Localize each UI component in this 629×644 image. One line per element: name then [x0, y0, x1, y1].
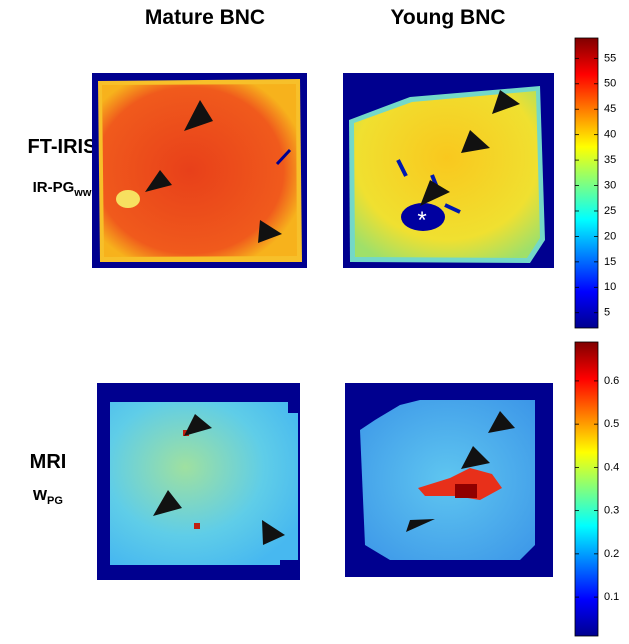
colorbar: 5 10 15 20 25 30 35 40 45 50 55: [574, 37, 616, 329]
colorbar-tick-label: 30: [604, 179, 616, 191]
colorbar-tick-label: 0.4: [604, 461, 619, 473]
row-subtitle: wPG: [32, 484, 63, 507]
mri-image-mature: [97, 383, 300, 580]
colorbar-tick-label: 35: [604, 154, 616, 166]
colorbar-tick-label: 15: [604, 256, 616, 268]
ir-image-mature: [92, 73, 307, 268]
colorbar-scale: [574, 37, 599, 329]
asterisk-mark: *: [417, 207, 426, 234]
column-title: Young BNC: [390, 6, 505, 29]
colorbar-tick-label: 25: [604, 205, 616, 217]
colorbar-tick-label: 50: [604, 78, 616, 90]
colorbar-tick-label: 20: [604, 230, 616, 242]
row-title: FT-IRIS: [28, 136, 97, 158]
colorbar-tick-label: 40: [604, 129, 616, 141]
column-title: Mature BNC: [145, 6, 265, 29]
row-title: MRI: [30, 451, 67, 473]
colorbar-tick-label: 0.3: [604, 505, 619, 517]
colorbar-tick-label: 55: [604, 52, 616, 64]
mri-image-young: [345, 383, 553, 577]
colorbar-tick-label: 10: [604, 281, 616, 293]
colorbar-tick-label: 0.1: [604, 591, 619, 603]
colorbar-tick-label: 0.2: [604, 548, 619, 560]
colorbar-tick-label: 0.6: [604, 375, 619, 387]
colorbar-tick-label: 45: [604, 103, 616, 115]
ir-image-young: *: [343, 73, 554, 268]
colorbar-tick-label: 0.5: [604, 418, 619, 430]
colorbar-tick-label: 5: [604, 307, 610, 319]
colorbar: 0.1 0.2 0.3 0.4 0.5 0.6: [574, 341, 619, 637]
row-subtitle: IR-PGww: [33, 179, 92, 199]
colorbar-scale: [574, 341, 599, 637]
